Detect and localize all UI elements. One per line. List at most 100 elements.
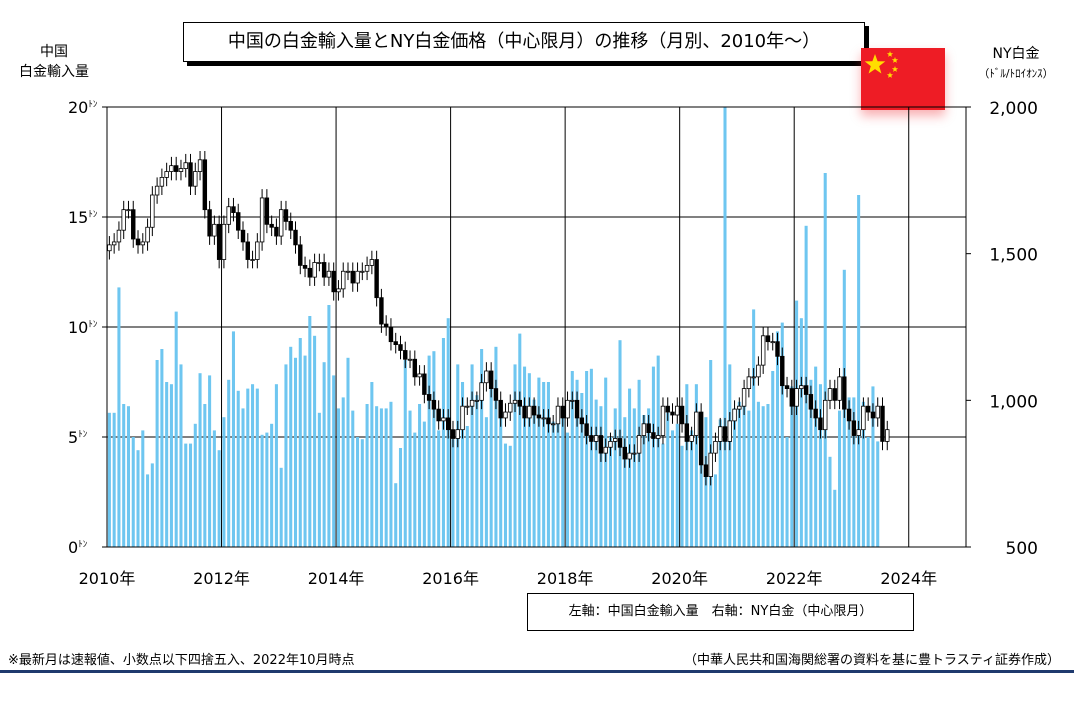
import-bar bbox=[255, 388, 259, 547]
import-bar bbox=[327, 305, 331, 547]
price-candle bbox=[379, 297, 384, 325]
import-bar bbox=[503, 443, 508, 547]
import-bar bbox=[699, 430, 703, 547]
x-tick-label: 2022年 bbox=[766, 569, 823, 588]
price-candle bbox=[823, 399, 828, 431]
price-candle bbox=[111, 241, 117, 246]
import-bar bbox=[680, 445, 684, 547]
import-bar bbox=[117, 287, 121, 547]
price-candle bbox=[756, 364, 761, 378]
import-bar bbox=[365, 404, 369, 547]
import-bar bbox=[193, 423, 197, 547]
import-bar bbox=[408, 410, 412, 547]
price-candle bbox=[317, 262, 322, 264]
import-bar bbox=[694, 384, 698, 547]
price-candle bbox=[751, 376, 756, 379]
import-bar bbox=[489, 384, 493, 547]
price-candle bbox=[274, 226, 279, 237]
footnote-left: ※最新月は速報値、小数点以下四捨五入、2022年10月時点 bbox=[8, 653, 355, 668]
import-bar bbox=[508, 445, 512, 547]
price-candle bbox=[341, 270, 346, 290]
import-bar bbox=[461, 382, 465, 547]
price-candle bbox=[775, 341, 780, 357]
price-candle bbox=[288, 220, 293, 231]
price-candle bbox=[527, 405, 532, 419]
import-bar bbox=[876, 441, 880, 547]
x-tick-label: 2016年 bbox=[422, 569, 479, 588]
import-bar bbox=[723, 107, 727, 547]
price-candle bbox=[689, 435, 694, 442]
price-candle bbox=[517, 399, 523, 407]
price-candle bbox=[598, 435, 604, 454]
price-candle bbox=[436, 408, 441, 422]
right-axis-title-line1: NY白金 bbox=[992, 46, 1040, 62]
price-candle bbox=[732, 408, 737, 422]
price-candle bbox=[679, 405, 685, 425]
import-bar bbox=[413, 432, 417, 547]
price-candle bbox=[861, 405, 866, 431]
import-bar bbox=[484, 417, 488, 547]
price-candle bbox=[584, 423, 589, 436]
import-bar bbox=[107, 412, 111, 547]
price-candle bbox=[326, 270, 332, 278]
import-bar bbox=[351, 410, 355, 547]
price-candle bbox=[398, 344, 403, 351]
import-bar bbox=[265, 432, 269, 547]
footer-rule bbox=[0, 670, 1074, 673]
price-candle bbox=[407, 358, 413, 361]
price-candle bbox=[655, 435, 661, 439]
china-flag-stars bbox=[864, 51, 899, 78]
price-candle bbox=[870, 411, 876, 419]
price-candle bbox=[355, 270, 360, 284]
price-candle bbox=[808, 394, 814, 410]
price-candle bbox=[488, 370, 494, 390]
import-bar bbox=[542, 382, 546, 547]
price-candle bbox=[255, 241, 260, 260]
import-bar bbox=[561, 410, 565, 547]
price-candle bbox=[842, 376, 847, 410]
import-bar bbox=[575, 379, 579, 547]
left-tick-unit: ﾄﾝ bbox=[88, 210, 98, 220]
import-bar bbox=[332, 375, 336, 547]
left-tick-unit: ﾄﾝ bbox=[88, 100, 98, 110]
price-candle bbox=[455, 429, 460, 439]
import-bar bbox=[165, 382, 169, 547]
import-bar bbox=[780, 322, 784, 547]
price-candle bbox=[307, 267, 313, 278]
import-bar bbox=[513, 364, 517, 547]
price-candle bbox=[617, 438, 623, 448]
import-bar bbox=[155, 360, 159, 547]
import-bar bbox=[341, 397, 345, 547]
import-bar bbox=[441, 338, 445, 547]
import-bar bbox=[546, 382, 550, 547]
price-candle bbox=[570, 399, 575, 402]
import-bar bbox=[293, 357, 298, 547]
price-candle bbox=[269, 223, 274, 228]
price-candle bbox=[651, 432, 656, 439]
price-candle bbox=[293, 229, 298, 246]
china-flag bbox=[861, 48, 945, 110]
price-candle bbox=[264, 197, 270, 225]
price-candle bbox=[741, 388, 747, 407]
price-candle bbox=[236, 212, 241, 231]
import-bar bbox=[861, 401, 865, 547]
price-candle bbox=[383, 323, 389, 328]
price-candle bbox=[221, 223, 227, 260]
import-bar bbox=[785, 437, 789, 547]
import-bar bbox=[112, 412, 116, 547]
import-bar bbox=[136, 450, 140, 547]
price-candle bbox=[698, 411, 704, 466]
left-tick-label: 20ﾄﾝ bbox=[68, 98, 98, 117]
right-tick-label: 1,500 bbox=[989, 246, 1038, 266]
left-tick-label: 5ﾄﾝ bbox=[68, 428, 88, 447]
import-bar bbox=[761, 406, 765, 547]
price-candle bbox=[169, 165, 174, 172]
price-candle bbox=[159, 176, 165, 187]
import-bar bbox=[585, 371, 589, 547]
import-bar bbox=[871, 386, 875, 547]
import-bar bbox=[146, 474, 150, 547]
x-tick-label: 2010年 bbox=[79, 569, 136, 588]
import-bar bbox=[661, 443, 665, 547]
price-candle bbox=[312, 262, 317, 278]
price-candle bbox=[336, 288, 341, 293]
